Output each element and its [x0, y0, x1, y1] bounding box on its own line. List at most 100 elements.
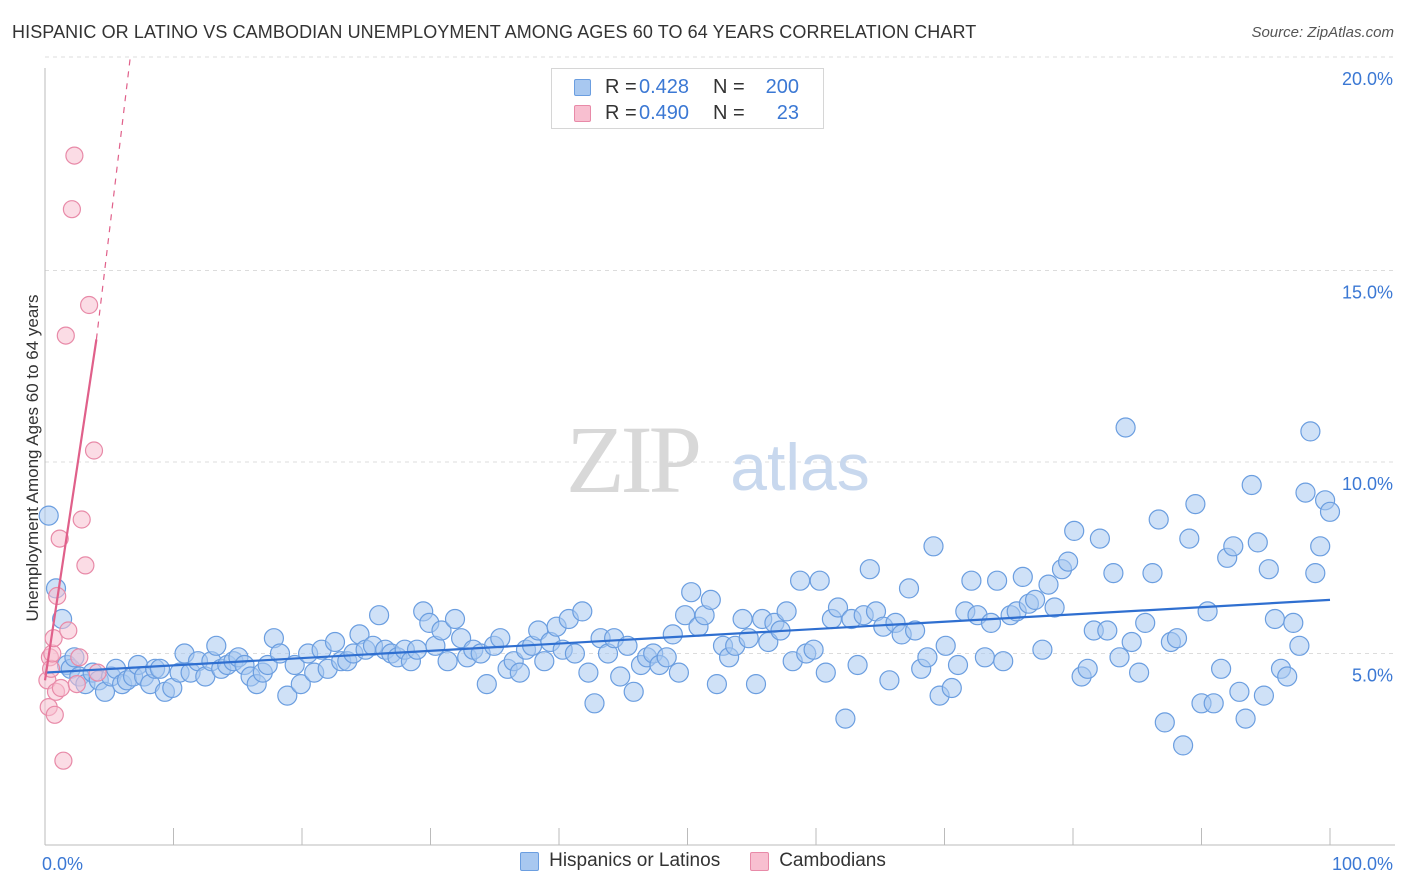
cambodian-point [50, 529, 69, 548]
legend-label-cambodian: Cambodians [779, 850, 886, 871]
cambodian-point [79, 295, 99, 315]
hispanic-point [776, 601, 797, 622]
hispanic-point [1057, 551, 1079, 572]
hispanic-point [564, 643, 586, 664]
hispanic-point [38, 505, 59, 526]
cambodian-point [54, 751, 73, 770]
hispanic-point [584, 693, 605, 714]
hispanic-point [941, 677, 962, 699]
hispanic-point [431, 620, 452, 641]
hispanic-point [923, 536, 944, 557]
hispanic-point [1103, 562, 1124, 584]
cambodian-point [76, 556, 95, 575]
hispanic-point [1115, 417, 1136, 438]
hispanic-point [610, 666, 631, 687]
hispanic-point [898, 578, 920, 599]
legend-n-value: 200 [765, 75, 799, 98]
hispanic-point [656, 647, 677, 668]
hispanic-point [815, 662, 836, 683]
hispanic-point [324, 631, 346, 653]
hispanic-point [993, 651, 1014, 672]
hispanic-point [1089, 528, 1111, 549]
hispanic-point [578, 662, 599, 683]
hispanic-point [534, 651, 555, 672]
hispanic-point [1310, 536, 1331, 557]
cambodian-point [84, 441, 104, 460]
y-tick-label: 15.0% [1342, 283, 1393, 303]
hispanic-point [1197, 601, 1218, 622]
hispanic-point [1032, 639, 1053, 660]
hispanic-point [1044, 597, 1065, 618]
hispanic-point [1319, 501, 1341, 522]
hispanic-point [1166, 628, 1188, 649]
legend-n-label: N = [713, 75, 745, 98]
hispanic-point [986, 570, 1008, 591]
hispanic-point [835, 708, 856, 729]
hispanic-point [668, 662, 690, 683]
hispanic-point [974, 647, 996, 668]
hispanic-point [1109, 647, 1130, 668]
hispanic-point [847, 654, 868, 676]
legend-swatch-cambodian [750, 851, 770, 871]
watermark-atlas: atlas [730, 430, 869, 504]
cambodian-trend-line [43, 339, 98, 681]
hispanic-point [935, 635, 956, 656]
legend-item-cambodian[interactable]: Cambodians [750, 850, 886, 872]
hispanic-point [745, 673, 767, 695]
x-tick-label: 100.0% [1332, 854, 1393, 874]
legend-row-cambodian: R = 0.490 N = 23 [574, 100, 799, 126]
cambodian-point [59, 621, 78, 640]
legend-item-hispanic[interactable]: Hispanics or Latinos [520, 850, 720, 872]
hispanic-point [437, 651, 458, 672]
legend-r-value: 0.490 [639, 101, 690, 124]
hispanic-point [1258, 559, 1279, 580]
hispanic-point [1247, 532, 1268, 553]
hispanic-point [732, 608, 753, 630]
hispanic-point [1135, 612, 1156, 634]
hispanic-point [789, 570, 811, 591]
legend-swatch-hispanic [574, 78, 591, 96]
source-label: Source: ZipAtlas.com [1251, 24, 1394, 41]
cambodian-point [45, 705, 64, 724]
cambodian-point [65, 146, 84, 165]
legend-box: R = 0.428 N = 200 R = 0.490 N = 23 [551, 68, 824, 129]
cambodian-point [56, 326, 75, 345]
hispanic-point [1235, 708, 1256, 729]
hispanic-point [1064, 520, 1085, 542]
hispanic-point [509, 662, 530, 683]
hispanic-point [700, 589, 721, 611]
legend-n-label: N = [713, 101, 745, 124]
hispanic-point [444, 608, 466, 630]
hispanic-point [1038, 574, 1059, 595]
hispanic-point [206, 635, 227, 656]
hispanic-point [572, 601, 593, 622]
hispanic-point [1179, 528, 1200, 549]
hispanic-point [617, 635, 638, 656]
legend-swatch-hispanic [520, 851, 540, 871]
hispanic-point [904, 620, 926, 641]
legend-swatch-cambodian [574, 104, 591, 122]
hispanic-point [277, 685, 298, 706]
hispanic-point [1012, 566, 1033, 588]
hispanic-point [1289, 635, 1310, 656]
hispanic-point [980, 612, 1002, 634]
cambodian-point [70, 648, 89, 667]
legend-r-value: 0.428 [639, 75, 690, 98]
y-tick-label: 5.0% [1352, 666, 1393, 686]
hispanic-point [1229, 681, 1250, 702]
hispanic-point [1223, 536, 1244, 557]
y-tick-label: 10.0% [1342, 474, 1393, 494]
hispanic-point [917, 647, 938, 668]
hispanic-point [1024, 589, 1046, 611]
legend-r-label: R = [605, 75, 637, 98]
hispanic-point [1253, 685, 1275, 706]
hispanic-point [1295, 482, 1316, 503]
cambodian-point [67, 674, 86, 694]
legend-row-hispanic: R = 0.428 N = 200 [574, 74, 799, 100]
hispanic-point [1203, 693, 1224, 714]
legend-n-value: 23 [776, 101, 799, 124]
hispanic-point [1148, 509, 1169, 530]
y-tick-label: 20.0% [1342, 69, 1393, 89]
hispanic-point [490, 628, 511, 649]
hispanic-point [809, 570, 830, 591]
